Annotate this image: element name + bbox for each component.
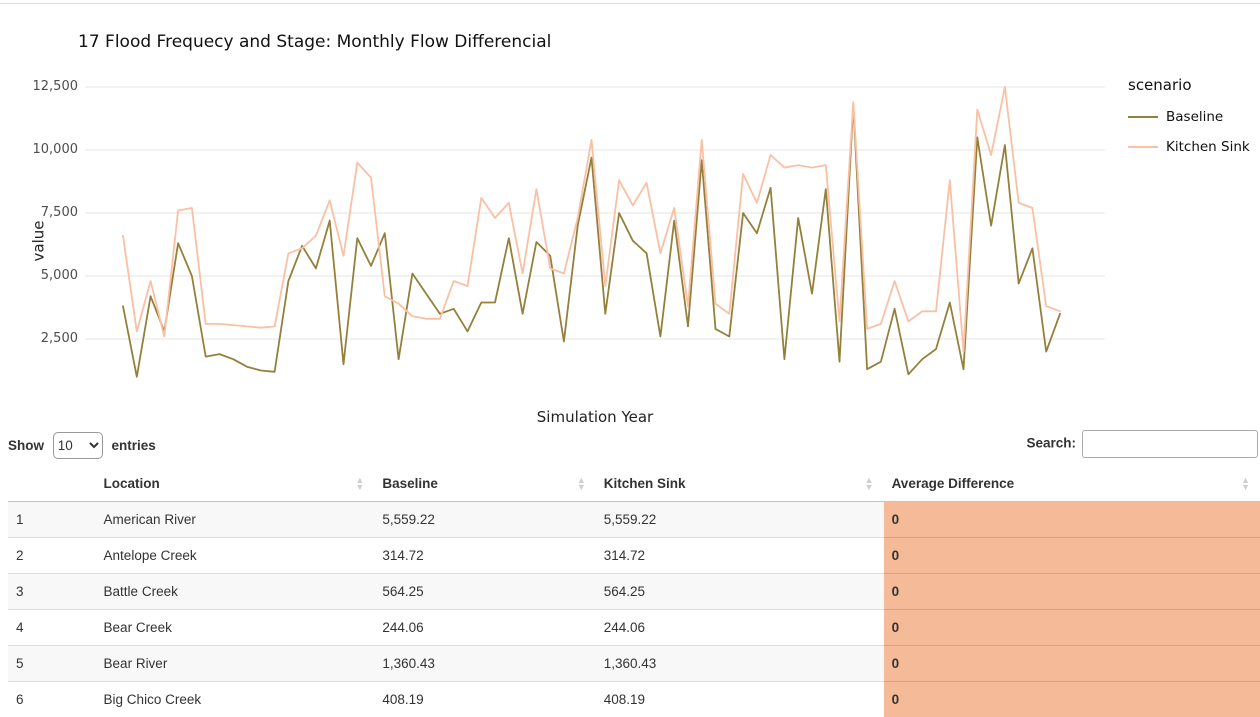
table-row: 6 Big Chico Creek 408.19 408.19 0 [8,681,1260,717]
baseline-cell: 5,559.22 [374,501,596,538]
sort-icon[interactable]: ▲ ▼ [355,474,365,492]
search-input[interactable] [1082,430,1258,458]
x-axis-label: Simulation Year [536,408,654,426]
average-difference-cell: 0 [883,573,1260,610]
flow-data-table: Location ▲ ▼ Baseline ▲ ▼ Kitchen Sink ▲ ▼ … [8,466,1260,717]
location-cell: Bear Creek [95,609,375,646]
baseline-cell: 1,360.43 [374,645,596,682]
kitchen-sink-cell: 564.25 [595,573,884,610]
y-tick-label: 5,000 [40,268,78,283]
chart-title: 17 Flood Frequecy and Stage: Monthly Flo… [78,32,552,52]
header-label: Baseline [382,476,438,491]
average-difference-cell: 0 [883,645,1260,682]
series-line-baseline [122,103,1061,378]
row-index: 3 [8,573,96,610]
header-kitchen-sink[interactable]: Kitchen Sink ▲ ▼ [595,466,884,502]
y-tick-label: 2,500 [40,331,78,346]
legend-item-kitchen-sink: Kitchen Sink [1128,132,1250,162]
table-row: 2 Antelope Creek 314.72 314.72 0 [8,537,1260,574]
search-label: Search: [1026,435,1076,451]
header-label: Location [103,476,160,491]
show-label: Show [8,438,44,453]
baseline-cell: 244.06 [374,609,596,646]
y-tick-label: 10,000 [32,142,79,157]
table-row: 3 Battle Creek 564.25 564.25 0 [8,573,1260,610]
sort-icon[interactable]: ▲ ▼ [1241,474,1250,492]
y-tick-label: 12,500 [32,79,79,94]
page-length-control: Show 10 entries [8,432,156,459]
legend-label: Baseline [1166,109,1224,125]
table-controls: Show 10 entries Search: [0,428,1260,466]
location-cell: American River [95,501,375,538]
row-index: 4 [8,609,96,646]
chart-legend: scenario Baseline Kitchen Sink [1128,76,1250,162]
kitchen-sink-cell: 314.72 [595,537,884,574]
series-line-kitchen-sink [122,86,1061,353]
sort-icon[interactable]: ▲ ▼ [864,474,874,492]
location-cell: Antelope Creek [95,537,375,574]
baseline-cell: 408.19 [374,681,596,717]
flow-differential-chart: 17 Flood Frequecy and Stage: Monthly Flo… [0,4,1260,429]
dashboard: 17 Flood Frequecy and Stage: Monthly Flo… [0,3,1260,717]
search-control: Search: [1026,430,1258,458]
average-difference-cell: 0 [883,681,1260,717]
legend-item-baseline: Baseline [1128,102,1250,132]
entries-label: entries [111,438,156,453]
header-label: Kitchen Sink [603,476,686,491]
header-location[interactable]: Location ▲ ▼ [95,466,375,502]
row-index: 6 [8,681,96,717]
header-label: Average Difference [891,476,1015,491]
header-baseline[interactable]: Baseline ▲ ▼ [374,466,596,502]
table-row: 1 American River 5,559.22 5,559.22 0 [8,501,1260,538]
location-cell: Battle Creek [95,573,375,610]
baseline-cell: 314.72 [374,537,596,574]
kitchen-sink-cell: 5,559.22 [595,501,884,538]
row-index: 2 [8,537,96,574]
kitchen-sink-cell: 408.19 [595,681,884,717]
location-cell: Bear River [95,645,375,682]
average-difference-cell: 0 [883,537,1260,574]
table-header-row: Location ▲ ▼ Baseline ▲ ▼ Kitchen Sink ▲ ▼ … [8,466,1260,502]
table-row: 4 Bear Creek 244.06 244.06 0 [8,609,1260,646]
average-difference-cell: 0 [883,609,1260,646]
y-tick-label: 7,500 [40,205,78,220]
legend-title: scenario [1128,76,1192,94]
y-axis-label: value [29,220,48,262]
header-average-difference[interactable]: Average Difference ▲ ▼ [883,466,1260,502]
sort-icon[interactable]: ▲ ▼ [576,474,586,492]
line-chart-canvas [85,86,1105,378]
kitchen-sink-cell: 1,360.43 [595,645,884,682]
baseline-cell: 564.25 [374,573,596,610]
kitchen-sink-cell: 244.06 [595,609,884,646]
legend-label: Kitchen Sink [1166,139,1250,155]
header-index [8,466,96,502]
average-difference-cell: 0 [883,501,1260,538]
table-row: 5 Bear River 1,360.43 1,360.43 0 [8,645,1260,682]
kitchen-sink-line-swatch-icon [1128,146,1158,148]
baseline-line-swatch-icon [1128,116,1158,118]
row-index: 1 [8,501,96,538]
entries-select[interactable]: 10 [52,432,103,459]
row-index: 5 [8,645,96,682]
location-cell: Big Chico Creek [95,681,375,717]
